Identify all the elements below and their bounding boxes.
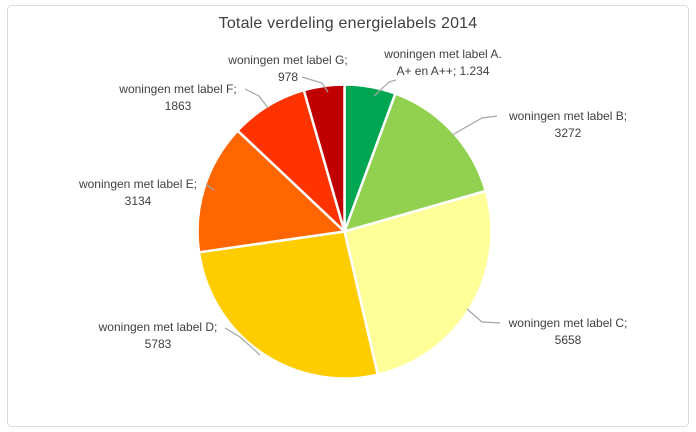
data-label-value: 3272 bbox=[554, 126, 582, 140]
data-label-text: woningen met label C; bbox=[508, 316, 628, 330]
chart-title: Totale verdeling energielabels 2014 bbox=[218, 15, 478, 32]
data-label-c: woningen met label C; 5658 bbox=[509, 315, 628, 349]
data-label-text: woningen met label A. bbox=[384, 47, 502, 61]
pie-slice-d bbox=[197, 230, 380, 380]
leader-line-b bbox=[451, 115, 498, 136]
data-label-value: 5783 bbox=[144, 337, 172, 351]
pie-slice-e bbox=[196, 129, 346, 254]
data-label-value: A+ en A++; 1.234 bbox=[396, 64, 490, 78]
data-label-f: woningen met label F; 1863 bbox=[119, 81, 236, 115]
data-label-text: woningen met label D; bbox=[98, 320, 218, 334]
leader-line-g bbox=[301, 76, 329, 93]
pie-slice-c bbox=[343, 189, 493, 376]
data-label-e: woningen met label E; 3134 bbox=[79, 176, 197, 210]
data-label-value: 5658 bbox=[554, 333, 582, 347]
leader-line-f bbox=[244, 88, 269, 109]
data-label-value: 1863 bbox=[164, 99, 192, 113]
data-label-text: woningen met label F; bbox=[119, 82, 237, 96]
leader-line-a bbox=[373, 79, 397, 97]
data-label-g: woningen met label G; 978 bbox=[228, 52, 347, 86]
data-label-text: woningen met label B; bbox=[508, 109, 628, 123]
data-label-b: woningen met label B; 3272 bbox=[509, 108, 627, 142]
data-label-value: 978 bbox=[277, 70, 299, 84]
leader-line-e bbox=[205, 183, 215, 191]
data-label-d: woningen met label D; 5783 bbox=[99, 319, 218, 353]
data-label-value: 3134 bbox=[124, 194, 152, 208]
pie-slice-b bbox=[343, 92, 488, 233]
data-label-text: woningen met label E; bbox=[78, 177, 198, 191]
leader-line-d bbox=[224, 327, 261, 356]
data-label-a: woningen met label A. A+ en A++; 1.234 bbox=[384, 46, 501, 80]
leader-line-c bbox=[466, 308, 501, 324]
data-label-text: woningen met label G; bbox=[228, 53, 348, 67]
